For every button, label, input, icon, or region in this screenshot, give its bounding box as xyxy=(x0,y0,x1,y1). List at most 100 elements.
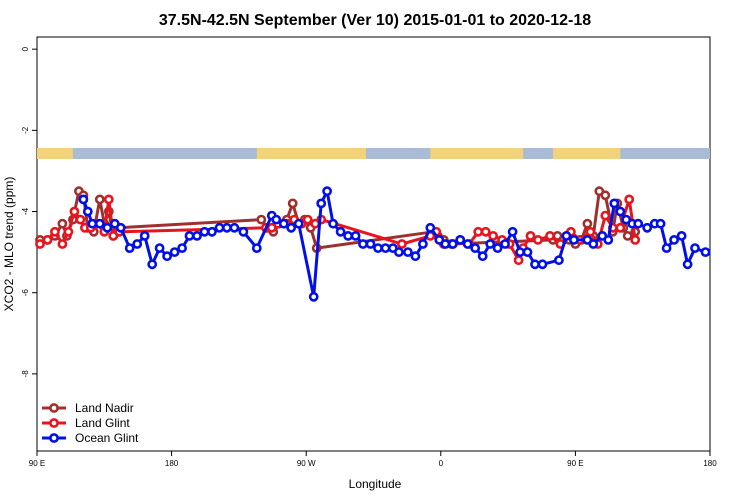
data-point xyxy=(462,239,473,249)
data-point xyxy=(42,234,53,245)
y-tick-label: -8 xyxy=(21,370,30,378)
data-point xyxy=(615,206,626,217)
legend-marker xyxy=(49,418,59,428)
data-point xyxy=(554,255,564,266)
data-point xyxy=(50,226,60,237)
data-point xyxy=(358,239,368,249)
data-point xyxy=(286,222,297,233)
data-point xyxy=(609,198,620,209)
data-point xyxy=(162,251,172,262)
y-tick-label: -2 xyxy=(21,126,30,134)
data-point xyxy=(661,243,672,253)
data-point xyxy=(102,222,113,233)
data-point xyxy=(622,230,633,241)
data-point xyxy=(417,239,428,249)
data-point xyxy=(522,247,533,257)
data-point xyxy=(588,239,599,249)
data-point xyxy=(251,243,262,253)
data-point xyxy=(630,234,641,245)
data-point xyxy=(473,226,484,237)
data-point xyxy=(633,218,644,229)
data-point xyxy=(350,230,361,241)
data-point xyxy=(507,226,518,237)
data-point xyxy=(316,198,327,209)
data-point xyxy=(655,218,666,229)
x-axis: 90 E 180 90 W 0 90 E 180 xyxy=(29,451,717,468)
data-point xyxy=(440,239,451,249)
data-point xyxy=(169,247,180,257)
data-point xyxy=(132,239,143,249)
data-point xyxy=(271,214,282,225)
data-point xyxy=(690,243,700,253)
legend-marker xyxy=(49,403,59,413)
data-point xyxy=(525,230,536,241)
data-point xyxy=(393,247,404,257)
data-point xyxy=(335,226,346,237)
legend-label: Land Nadir xyxy=(75,401,134,415)
data-point xyxy=(585,226,596,237)
data-point xyxy=(561,230,572,241)
data-point xyxy=(221,222,232,233)
land-segment-2 xyxy=(430,148,524,159)
legend-marker xyxy=(49,433,59,443)
data-point xyxy=(682,259,693,270)
data-point xyxy=(537,259,548,270)
data-point xyxy=(287,198,298,209)
x-tick-label: 180 xyxy=(165,459,179,468)
data-point xyxy=(293,218,304,229)
data-point xyxy=(94,218,105,229)
data-point xyxy=(177,243,187,253)
data-point xyxy=(624,194,635,205)
legend-label: Ocean Glint xyxy=(75,431,139,445)
data-point xyxy=(485,239,496,249)
data-point xyxy=(477,251,488,262)
y-tick-label: -6 xyxy=(21,289,30,297)
data-point xyxy=(139,230,150,241)
data-point xyxy=(322,186,332,197)
data-point xyxy=(402,247,413,257)
ocean-strip xyxy=(37,148,710,159)
series-layer xyxy=(35,186,711,302)
data-point xyxy=(82,206,93,217)
data-point xyxy=(192,230,202,241)
data-point xyxy=(676,230,687,241)
data-point xyxy=(278,218,289,229)
data-point xyxy=(365,239,376,249)
data-point xyxy=(396,239,407,249)
data-point xyxy=(75,214,86,225)
data-point xyxy=(63,226,74,237)
data-point xyxy=(87,218,98,229)
data-point xyxy=(600,190,611,201)
data-point xyxy=(642,222,653,233)
x-tick-label: 90 E xyxy=(29,459,45,468)
data-point xyxy=(492,243,503,253)
data-point xyxy=(343,230,353,241)
data-point xyxy=(669,234,679,245)
data-point xyxy=(229,222,240,233)
legend-item-2: Ocean Glint xyxy=(42,431,139,445)
data-point xyxy=(545,230,555,241)
x-axis-label: Longitude xyxy=(349,477,402,491)
data-point xyxy=(124,243,135,253)
data-point xyxy=(582,218,593,229)
y-axis: 0 -2 -4 -6 -8 xyxy=(21,46,37,377)
land-mask-strip xyxy=(37,148,710,159)
data-point xyxy=(184,230,195,241)
data-point xyxy=(410,251,421,262)
x-tick-label: 180 xyxy=(703,459,717,468)
legend-item-1: Land Glint xyxy=(42,416,130,430)
y-tick-label: 0 xyxy=(21,46,30,51)
legend-item-0: Land Nadir xyxy=(42,401,134,415)
x-tick-label: 0 xyxy=(439,459,444,468)
data-point xyxy=(455,234,466,245)
chart-title: 37.5N-42.5N September (Ver 10) 2015-01-0… xyxy=(159,12,591,29)
data-point xyxy=(500,239,510,249)
x-tick-label: 90 W xyxy=(297,459,316,468)
data-point xyxy=(103,194,114,205)
data-point xyxy=(700,247,711,257)
land-segment-1 xyxy=(256,148,367,159)
data-point xyxy=(480,226,491,237)
data-point xyxy=(147,259,158,270)
